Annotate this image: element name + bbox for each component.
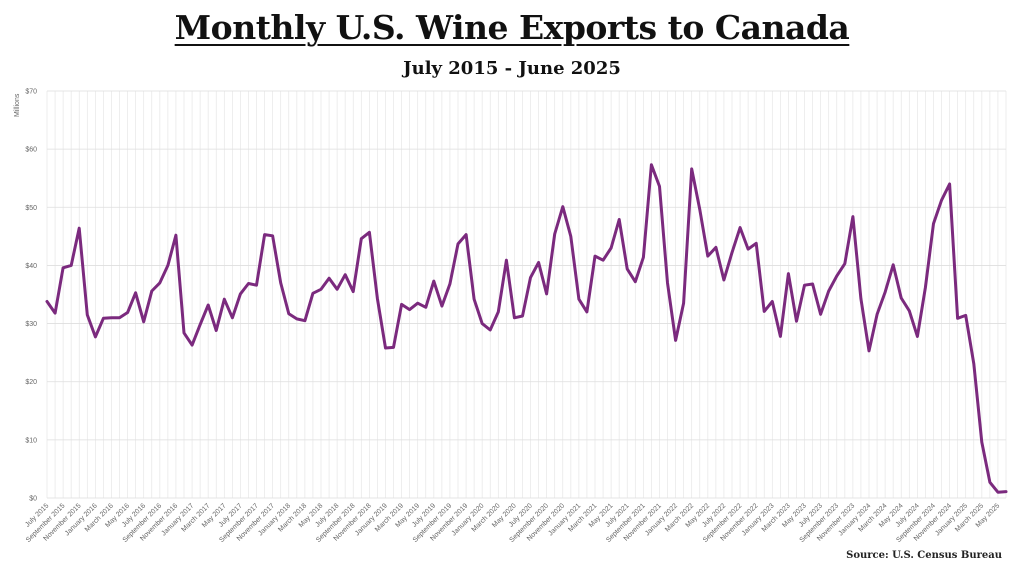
chart-title: Monthly U.S. Wine Exports to Canada: [0, 8, 1024, 47]
y-tick-label: $70: [25, 89, 37, 96]
source-note: Source: U.S. Census Bureau: [846, 550, 1002, 561]
y-tick-label: $20: [25, 379, 37, 386]
y-axis: $0 $10 $20 $30 $40 $50 $60 $70: [25, 89, 37, 503]
gridlines: [46, 90, 1007, 499]
chart-title-text: Monthly U.S. Wine Exports to Canada: [174, 8, 850, 47]
series-lines: [45, 163, 1008, 494]
y-tick-label: $10: [25, 437, 37, 444]
y-axis-label: Millions: [14, 93, 21, 117]
y-tick-label: $60: [25, 147, 37, 154]
y-tick-label: $40: [25, 263, 37, 270]
y-tick-label: $50: [25, 205, 37, 212]
y-tick-label: $0: [29, 496, 37, 503]
series-line-wine-exports: [45, 163, 1008, 494]
chart-subtitle: July 2015 - June 2025: [403, 58, 621, 79]
y-tick-label: $30: [25, 321, 37, 328]
